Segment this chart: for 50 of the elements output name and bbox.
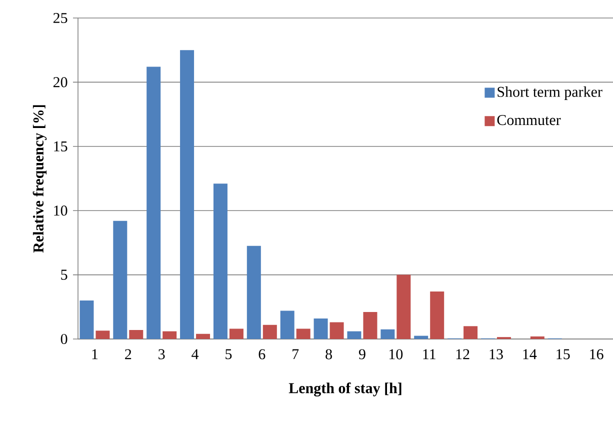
bar — [96, 330, 110, 339]
x-tick-label: 1 — [92, 349, 98, 360]
bar — [246, 246, 261, 339]
bar — [347, 331, 362, 339]
x-tick-label: 14 — [523, 349, 537, 360]
x-tick-label: 13 — [490, 349, 503, 360]
bar — [129, 330, 144, 339]
bar — [80, 300, 94, 339]
bar — [180, 50, 194, 339]
bar — [229, 328, 244, 339]
bar — [363, 312, 378, 339]
bar — [196, 334, 210, 339]
x-tick-label: 7 — [292, 349, 299, 360]
bar — [280, 310, 294, 339]
bar — [262, 324, 277, 339]
x-tick-label: 16 — [590, 349, 604, 360]
y-axis-title: Relative frequency [%] — [32, 105, 47, 253]
legend-label: Short term parker — [498, 86, 602, 100]
x-tick-label: 2 — [125, 349, 132, 360]
x-tick-label: 4 — [192, 349, 199, 360]
x-tick-label: 15 — [556, 349, 570, 360]
bar — [162, 331, 177, 339]
bar — [464, 326, 478, 339]
bar — [296, 328, 310, 339]
bar — [430, 291, 444, 339]
bar — [330, 322, 344, 339]
bar — [396, 274, 411, 339]
x-tick-label: 3 — [158, 349, 165, 360]
x-tick-label: 5 — [226, 349, 232, 360]
x-tick-label: 9 — [358, 349, 366, 360]
x-tick-label: 6 — [258, 349, 266, 360]
x-tick-label: 11 — [423, 349, 436, 360]
y-tick-label: 5 — [61, 270, 68, 280]
y-tick-label: 15 — [54, 141, 68, 152]
x-tick-label: 12 — [456, 349, 470, 360]
x-tick-label: 8 — [326, 349, 332, 360]
bar — [414, 336, 428, 339]
y-tick-label: 20 — [53, 77, 68, 88]
bar — [146, 66, 161, 339]
y-tick-label: 10 — [54, 206, 68, 216]
legend-label: Commuter — [497, 115, 561, 126]
bar — [314, 318, 328, 339]
x-tick-label: 10 — [389, 349, 403, 360]
bar — [113, 220, 128, 339]
bar — [213, 184, 228, 339]
x-axis-title: Length of stay [h] — [288, 382, 402, 396]
bar — [380, 329, 395, 339]
y-tick-label: 0 — [60, 334, 68, 344]
y-tick-label: 25 — [53, 12, 68, 24]
bar — [530, 336, 544, 339]
